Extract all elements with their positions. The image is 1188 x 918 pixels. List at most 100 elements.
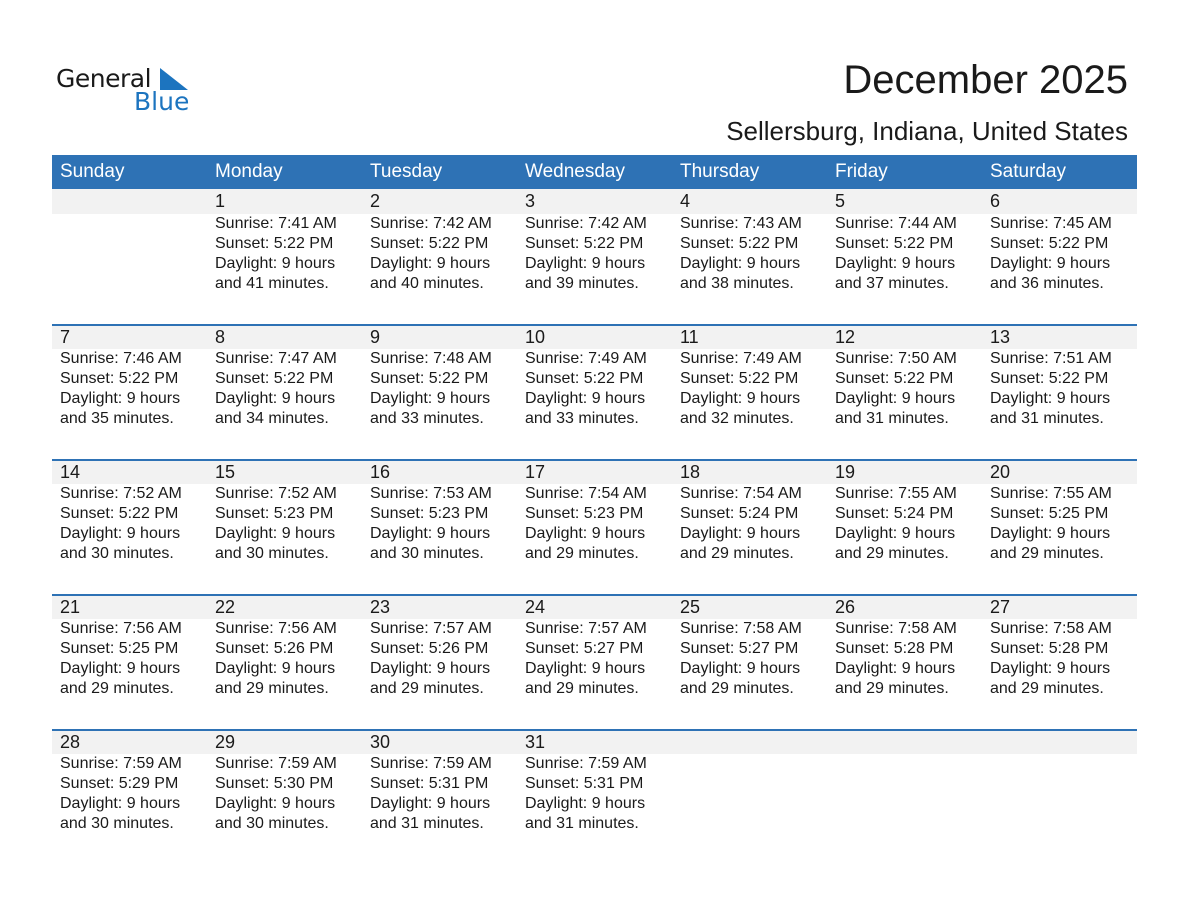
daylight-text: Daylight: 9 hours [835,525,956,542]
sunrise-text: Sunrise: 7:56 AM [215,620,337,637]
daylight-minutes-text: and 29 minutes. [525,680,639,697]
sunrise-text: Sunrise: 7:43 AM [680,215,802,232]
sunset-text: Sunset: 5:30 PM [215,775,334,792]
daylight-minutes-text: and 29 minutes. [835,545,949,562]
day-cell: 7 Sunrise: 7:46 AM Sunset: 5:22 PM Daylight… [52,326,207,429]
day-number: 10 [525,327,546,347]
sunset-text: Sunset: 5:25 PM [990,505,1109,522]
day-cell: 23 Sunrise: 7:57 AM Sunset: 5:26 PM Dayligh… [362,596,517,699]
sunrise-text: Sunrise: 7:59 AM [60,755,182,772]
daylight-text: Daylight: 9 hours [370,795,491,812]
weeks: 1 Sunrise: 7:41 AM Sunset: 5:22 PM Daylight… [52,189,1137,864]
sunrise-text: Sunrise: 7:52 AM [60,485,182,502]
day-number: 28 [60,732,81,752]
sunrise-text: Sunrise: 7:59 AM [525,755,647,772]
daylight-minutes-text: and 31 minutes. [370,815,484,832]
sunrise-text: Sunrise: 7:56 AM [60,620,182,637]
day-number: 17 [525,462,546,482]
sunset-text: Sunset: 5:22 PM [370,370,489,387]
sunrise-text: Sunrise: 7:55 AM [835,485,957,502]
daylight-minutes-text: and 29 minutes. [990,680,1104,697]
daylight-text: Daylight: 9 hours [835,660,956,677]
day-cell: 9 Sunrise: 7:48 AM Sunset: 5:22 PM Daylight… [362,326,517,429]
daylight-text: Daylight: 9 hours [370,525,491,542]
daylight-text: Daylight: 9 hours [215,795,336,812]
day-cell: 25 Sunrise: 7:58 AM Sunset: 5:27 PM Dayligh… [672,596,827,699]
logo-word-general: General [56,64,152,93]
sunrise-text: Sunrise: 7:51 AM [990,350,1112,367]
sunrise-text: Sunrise: 7:48 AM [370,350,492,367]
daylight-text: Daylight: 9 hours [370,390,491,407]
sunrise-text: Sunrise: 7:58 AM [990,620,1112,637]
day-cell: 6 Sunrise: 7:45 AM Sunset: 5:22 PM Daylight… [982,189,1137,294]
daylight-text: Daylight: 9 hours [370,255,491,272]
week-row: 14 Sunrise: 7:52 AM Sunset: 5:22 PM Dayligh… [52,459,1137,594]
daylight-minutes-text: and 33 minutes. [370,410,484,427]
week-row: 21 Sunrise: 7:56 AM Sunset: 5:25 PM Dayligh… [52,594,1137,729]
sunset-text: Sunset: 5:22 PM [680,370,799,387]
daylight-minutes-text: and 29 minutes. [990,545,1104,562]
sunset-text: Sunset: 5:27 PM [680,640,799,657]
daylight-minutes-text: and 30 minutes. [215,815,329,832]
sunrise-text: Sunrise: 7:44 AM [835,215,957,232]
day-number: 21 [60,597,81,617]
calendar-grid: Sunday Monday Tuesday Wednesday Thursday Frid… [52,155,1137,864]
daylight-text: Daylight: 9 hours [680,255,801,272]
day-cell: 19 Sunrise: 7:55 AM Sunset: 5:24 PM Dayligh… [827,461,982,564]
daylight-minutes-text: and 33 minutes. [525,410,639,427]
weekday-header: Sunday Monday Tuesday Wednesday Thursday Frid… [52,155,1137,189]
sunset-text: Sunset: 5:22 PM [680,235,799,252]
daylight-text: Daylight: 9 hours [215,390,336,407]
daylight-text: Daylight: 9 hours [215,255,336,272]
daylight-text: Daylight: 9 hours [835,390,956,407]
day-cell: 28 Sunrise: 7:59 AM Sunset: 5:29 PM Dayligh… [52,731,207,834]
day-number: 4 [680,191,691,211]
weekday-friday: Friday [835,161,888,182]
daylight-minutes-text: and 36 minutes. [990,275,1104,292]
day-cell: 18 Sunrise: 7:54 AM Sunset: 5:24 PM Dayligh… [672,461,827,564]
sunset-text: Sunset: 5:22 PM [525,235,644,252]
sunset-text: Sunset: 5:24 PM [835,505,954,522]
sunrise-text: Sunrise: 7:47 AM [215,350,337,367]
daylight-minutes-text: and 31 minutes. [990,410,1104,427]
day-number: 20 [990,462,1011,482]
weekday-monday: Monday [215,161,283,182]
daylight-text: Daylight: 9 hours [680,660,801,677]
daylight-minutes-text: and 38 minutes. [680,275,794,292]
sunset-text: Sunset: 5:22 PM [990,370,1109,387]
weekday-saturday: Saturday [990,161,1067,182]
day-number: 23 [370,597,391,617]
day-number: 9 [370,327,381,347]
sunrise-text: Sunrise: 7:45 AM [990,215,1112,232]
date-band [52,596,1137,619]
day-cell: 31 Sunrise: 7:59 AM Sunset: 5:31 PM Dayligh… [517,731,672,834]
sunset-text: Sunset: 5:22 PM [835,235,954,252]
day-number: 19 [835,462,856,482]
daylight-minutes-text: and 37 minutes. [835,275,949,292]
day-number: 5 [835,191,846,211]
daylight-text: Daylight: 9 hours [680,390,801,407]
daylight-minutes-text: and 29 minutes. [680,680,794,697]
sunrise-text: Sunrise: 7:59 AM [215,755,337,772]
day-number: 22 [215,597,236,617]
daylight-text: Daylight: 9 hours [990,390,1111,407]
sunrise-text: Sunrise: 7:52 AM [215,485,337,502]
day-number: 25 [680,597,701,617]
day-number: 2 [370,191,381,211]
sunrise-text: Sunrise: 7:42 AM [525,215,647,232]
day-number: 3 [525,191,536,211]
weekday-sunday: Sunday [60,161,125,182]
daylight-text: Daylight: 9 hours [215,525,336,542]
date-band [52,731,1137,754]
sunset-text: Sunset: 5:26 PM [215,640,334,657]
day-cell: 3 Sunrise: 7:42 AM Sunset: 5:22 PM Daylight… [517,189,672,294]
sunset-text: Sunset: 5:31 PM [370,775,489,792]
date-band [52,189,1137,214]
empty-day-cell [52,189,207,294]
sunset-text: Sunset: 5:22 PM [370,235,489,252]
day-cell: 24 Sunrise: 7:57 AM Sunset: 5:27 PM Dayligh… [517,596,672,699]
daylight-text: Daylight: 9 hours [525,390,646,407]
sunset-text: Sunset: 5:23 PM [215,505,334,522]
empty-day-cell [672,731,827,834]
